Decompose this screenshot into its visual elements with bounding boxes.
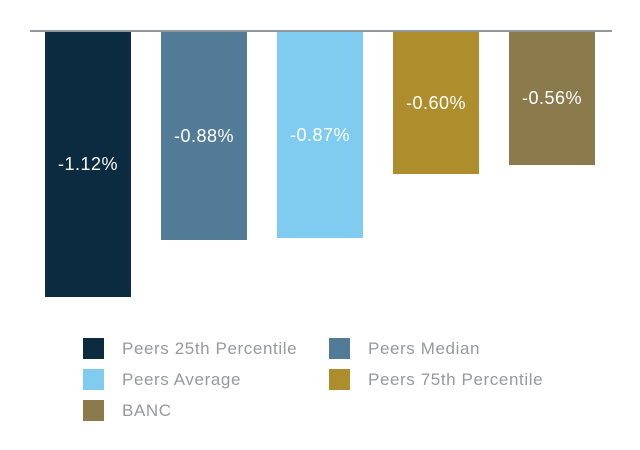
legend-item-peers-25th-percentile: Peers 25th Percentile: [83, 338, 329, 359]
bar-peers-average: -0.87%: [277, 32, 363, 238]
legend-item-peers-median: Peers Median: [329, 338, 543, 359]
legend-swatch: [83, 338, 104, 359]
legend-swatch: [329, 338, 350, 359]
legend-label: BANC: [122, 400, 172, 420]
chart-baseline: [30, 30, 612, 32]
legend-swatch: [329, 369, 350, 390]
bar-banc: -0.56%: [509, 32, 595, 165]
bar-value-label: -0.56%: [521, 88, 583, 108]
bar-value-label: -1.12%: [57, 154, 119, 174]
bars-container: -1.12% -0.88% -0.87% -0.60% -0.56%: [45, 32, 595, 297]
legend-swatch: [83, 369, 104, 390]
bar-value-label: -0.60%: [405, 92, 467, 113]
bar-value-label: -0.88%: [173, 125, 235, 146]
legend-item-peers-75th-percentile: Peers 75th Percentile: [329, 369, 543, 390]
legend-item-peers-average: Peers Average: [83, 369, 329, 390]
legend: Peers 25th Percentile Peers Median Peers A…: [83, 338, 543, 421]
legend-label: Peers 75th Percentile: [368, 369, 544, 389]
legend-label: Peers 25th Percentile: [122, 338, 298, 358]
legend-item-banc: BANC: [83, 400, 329, 421]
legend-label: Peers Median: [368, 338, 481, 358]
legend-swatch: [83, 400, 104, 421]
bar-value-label: -0.87%: [289, 124, 351, 145]
bar-peers-75th-percentile: -0.60%: [393, 32, 479, 174]
bar-peers-25th-percentile: -1.12%: [45, 32, 131, 297]
legend-label: Peers Average: [122, 369, 242, 389]
bar-peers-median: -0.88%: [161, 32, 247, 240]
